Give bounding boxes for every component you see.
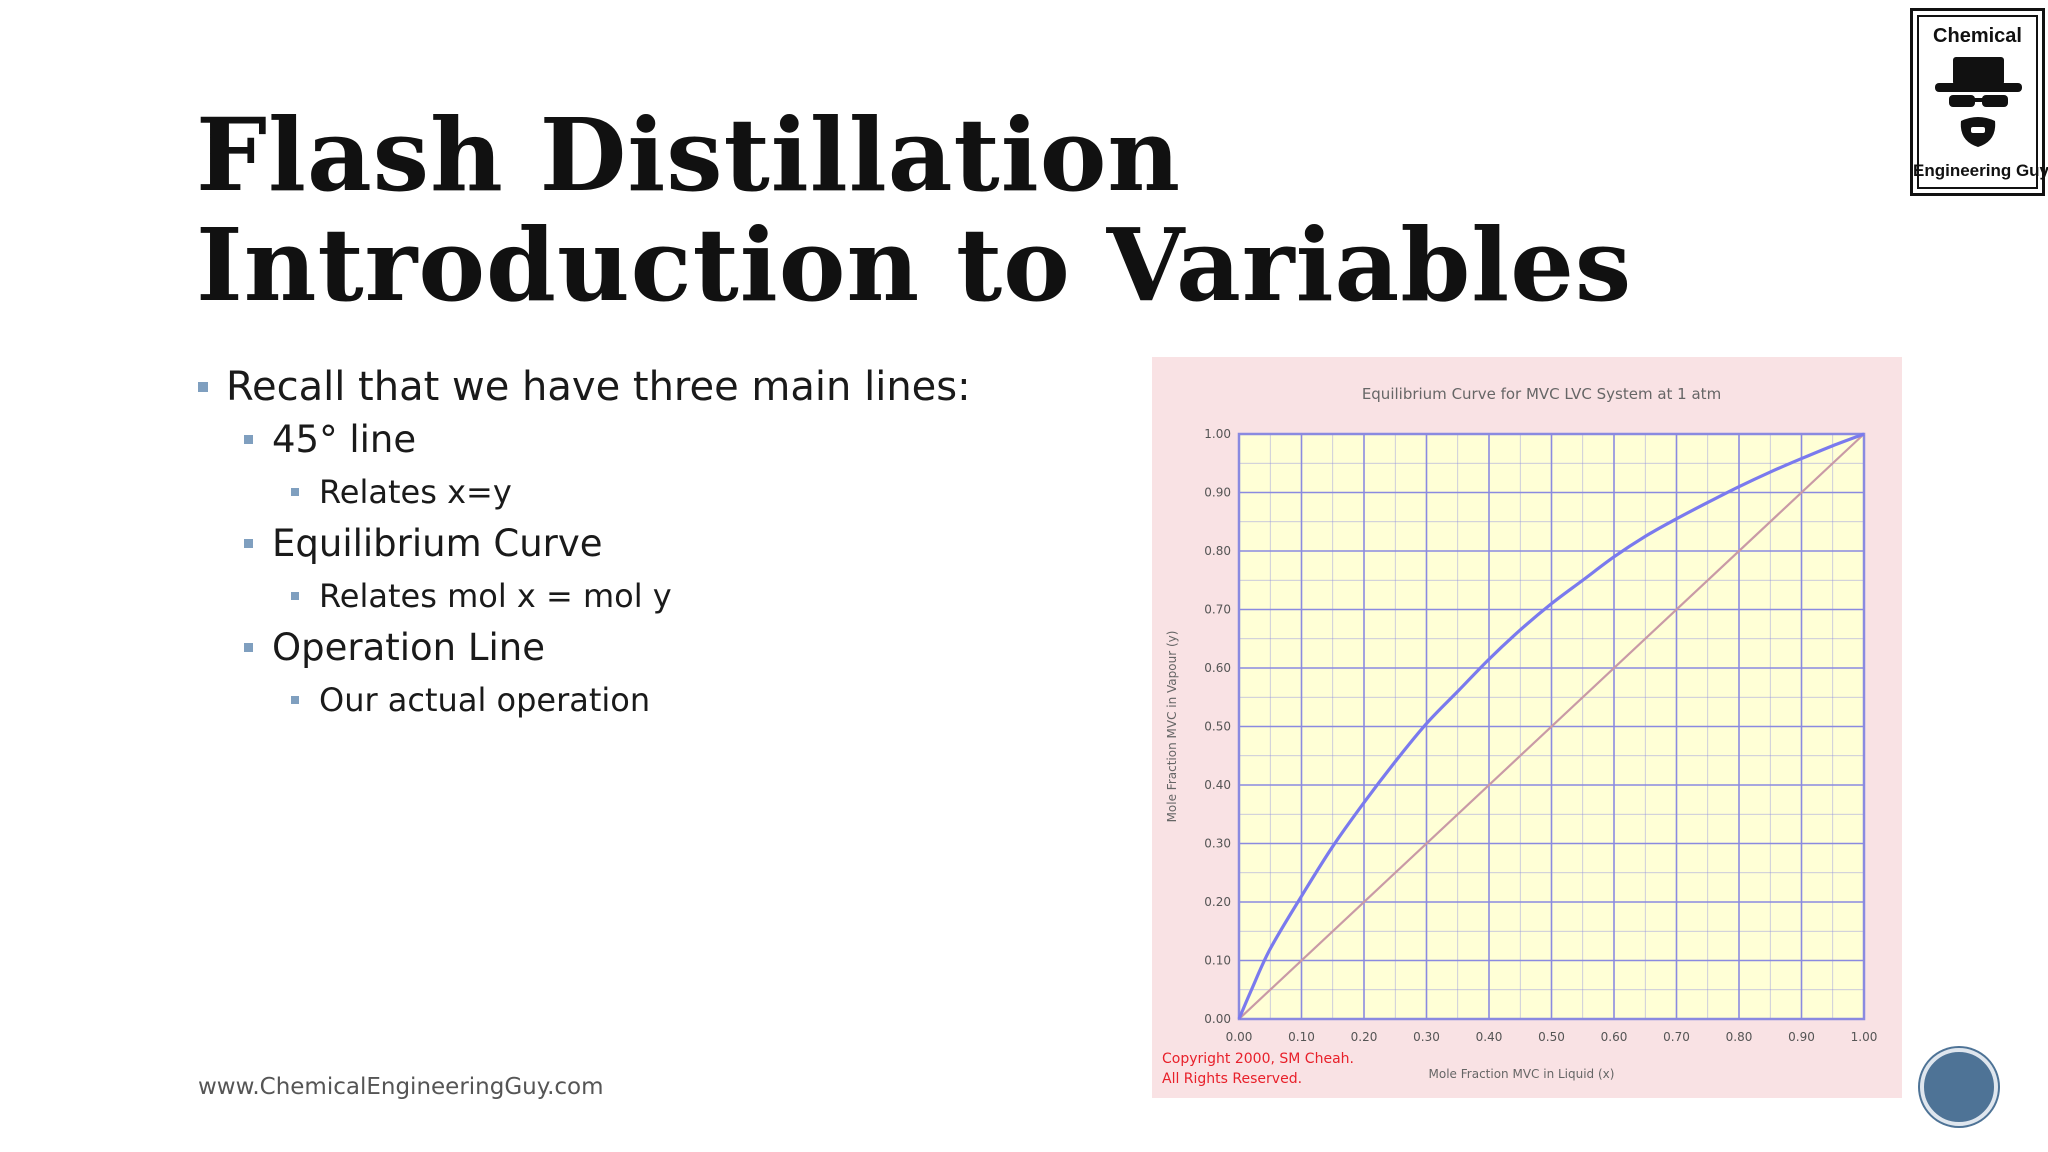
slide-title: Flash Distillation Introduction to Varia…: [196, 100, 1696, 320]
logo-bottom-text: Engineering Guy: [1913, 161, 2048, 180]
diagonal-45-line: [1238, 433, 1865, 1020]
logo-top-text: Chemical: [1933, 25, 2022, 47]
x-tick-label: 0.60: [1601, 1030, 1628, 1044]
bullet-item: 45° line: [196, 414, 1096, 466]
y-tick-label: 0.60: [1204, 661, 1231, 675]
x-tick-label: 1.00: [1851, 1030, 1878, 1044]
bullet-list: Recall that we have three main lines: 45…: [196, 360, 1096, 726]
y-tick-label: 0.10: [1204, 954, 1231, 968]
title-line-1: Flash Distillation: [196, 96, 1182, 214]
y-tick-label: 0.70: [1204, 603, 1231, 617]
x-tick-label: 0.20: [1351, 1030, 1378, 1044]
x-tick-label: 0.80: [1726, 1030, 1753, 1044]
y-tick-label: 0.50: [1204, 720, 1231, 734]
copyright-line-1: Copyright 2000, SM Cheah.: [1162, 1051, 1354, 1067]
y-axis-label: Mole Fraction MVC in Vapour (y): [1165, 631, 1179, 823]
y-tick-label: 0.00: [1204, 1012, 1231, 1026]
footer-url: www.ChemicalEngineeringGuy.com: [198, 1074, 604, 1100]
y-tick-label: 1.00: [1204, 427, 1231, 441]
bullet-item: Relates mol x = mol y: [196, 570, 1096, 622]
x-tick-label: 0.40: [1476, 1030, 1503, 1044]
y-tick-label: 0.20: [1204, 895, 1231, 909]
x-tick-label: 0.30: [1413, 1030, 1440, 1044]
bullet-item: Relates x=y: [196, 466, 1096, 518]
x-tick-label: 0.00: [1226, 1030, 1253, 1044]
heisenberg-hat-icon: [1935, 57, 2022, 147]
bullet-item: Equilibrium Curve: [196, 518, 1096, 570]
title-line-2: Introduction to Variables: [196, 206, 1633, 324]
x-tick-label: 0.70: [1663, 1030, 1690, 1044]
bullet-item: Recall that we have three main lines:: [196, 360, 1096, 414]
bullet-item: Operation Line: [196, 622, 1096, 674]
y-tick-label: 0.30: [1204, 837, 1231, 851]
y-tick-label: 0.40: [1204, 778, 1231, 792]
chart-title: Equilibrium Curve for MVC LVC System at …: [1362, 385, 1721, 403]
x-axis-label: Mole Fraction MVC in Liquid (x): [1429, 1067, 1615, 1081]
copyright-line-2: All Rights Reserved.: [1162, 1071, 1302, 1087]
x-tick-label: 0.90: [1788, 1030, 1815, 1044]
bullet-item: Our actual operation: [196, 674, 1096, 726]
plot-border: [1237, 432, 1866, 1021]
x-tick-label: 0.50: [1538, 1030, 1565, 1044]
x-tick-label: 0.10: [1288, 1030, 1315, 1044]
chart-svg: 0.00 0.10 0.20 0.30 0.40 0.50 0.60 0.70 0.80 0.90…: [1162, 385, 1878, 1087]
circle-nav-icon[interactable]: [1920, 1048, 1998, 1126]
equilibrium-chart: 0.00 0.10 0.20 0.30 0.40 0.50 0.60 0.70 0.80 0.90…: [1152, 357, 1902, 1098]
equilibrium-curve: [1237, 432, 1865, 1020]
brand-logo: Chemical Engineering Guy: [1910, 8, 2048, 196]
y-tick-label: 0.80: [1204, 544, 1231, 558]
y-tick-label: 0.90: [1204, 486, 1231, 500]
